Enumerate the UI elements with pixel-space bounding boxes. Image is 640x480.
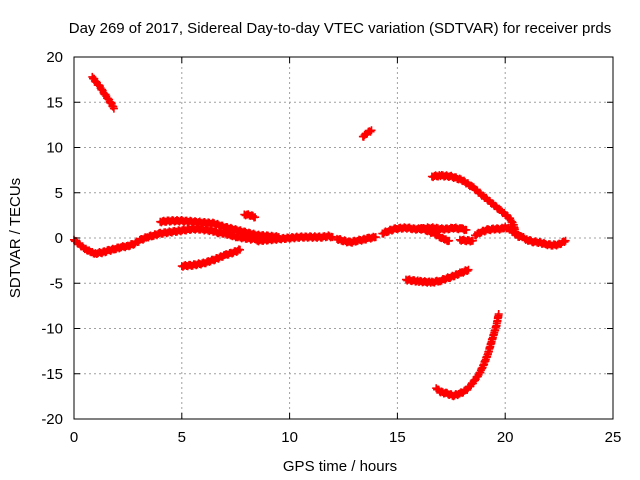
y-tick-label: 20 (46, 49, 63, 66)
series-track-2 (358, 126, 376, 141)
data-point (560, 238, 569, 246)
series-track-15 (432, 310, 503, 401)
series-track-11 (455, 235, 477, 246)
x-tick-label: 25 (605, 429, 622, 446)
data-point (366, 127, 375, 136)
y-tick-label: 10 (46, 140, 63, 157)
x-tick-label: 10 (281, 429, 298, 446)
axis-ticks: 0 5 10 15 20 25 -20 -15 -10 -5 0 5 10 15 20 (41, 49, 621, 446)
y-tick-label: -15 (41, 366, 63, 383)
y-tick-label: 15 (46, 94, 63, 111)
x-tick-label: 0 (70, 429, 78, 446)
y-tick-label: 5 (55, 185, 63, 202)
data-point (468, 236, 477, 245)
x-tick-label: 20 (497, 429, 514, 446)
data-point (464, 265, 473, 274)
data-points (70, 72, 570, 401)
series-track-1 (88, 72, 118, 113)
data-point (367, 126, 376, 135)
y-tick-label: -10 (41, 321, 63, 338)
x-axis-label: GPS time / hours (283, 458, 397, 475)
data-point (561, 236, 570, 245)
chart-title: Day 269 of 2017, Sidereal Day-to-day VTE… (69, 20, 611, 37)
data-point (462, 225, 471, 234)
series-track-13 (177, 245, 244, 271)
data-point (445, 236, 454, 245)
data-point (236, 245, 244, 254)
data-point (109, 104, 118, 113)
series-track-12 (471, 222, 570, 250)
series-track-3 (427, 171, 520, 239)
y-axis-label: SDTVAR / TECUs (7, 178, 24, 298)
data-point (494, 310, 503, 318)
series-track-8 (333, 232, 380, 247)
y-tick-label: -20 (41, 411, 63, 428)
series-track-14 (402, 265, 473, 287)
data-point (371, 233, 380, 242)
x-tick-label: 5 (178, 429, 186, 446)
series-track-7 (253, 231, 337, 246)
data-point (463, 266, 472, 275)
data-point (251, 213, 260, 222)
y-tick-label: 0 (55, 230, 63, 247)
data-point (328, 233, 337, 242)
series-track-4 (240, 210, 260, 222)
x-tick-label: 15 (389, 429, 406, 446)
series-track-10 (417, 224, 454, 246)
y-tick-label: -5 (50, 275, 63, 292)
